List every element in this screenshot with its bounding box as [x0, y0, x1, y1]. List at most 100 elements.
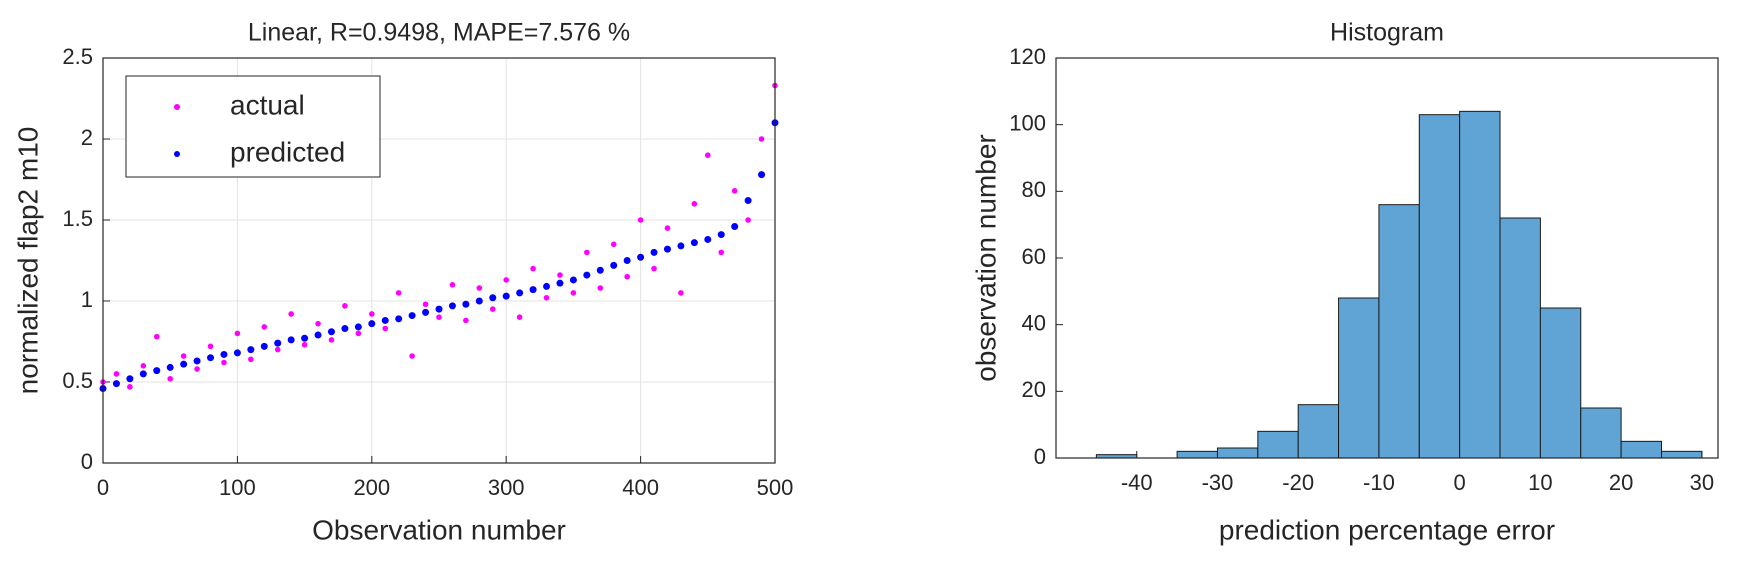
point [436, 314, 442, 321]
bar [1580, 407, 1622, 459]
point [167, 375, 173, 382]
point [556, 279, 564, 287]
chart-title: Linear, R=0.9498, MAPE=7.576 % [248, 19, 630, 47]
point [677, 242, 685, 250]
point [342, 303, 348, 309]
y-tick-label: 120 [1009, 44, 1046, 69]
point [422, 308, 430, 316]
point [731, 222, 739, 230]
point [153, 333, 160, 340]
x-tick-label: 0 [97, 475, 109, 500]
series-0 [100, 82, 778, 390]
point [718, 249, 725, 256]
point [260, 342, 268, 350]
point [112, 380, 120, 388]
point [543, 282, 551, 290]
point [705, 152, 711, 158]
point [758, 136, 765, 142]
legend-marker [174, 104, 180, 110]
point [449, 282, 456, 288]
point [422, 301, 429, 308]
point [623, 257, 631, 264]
point [502, 292, 510, 300]
point [153, 367, 161, 375]
point [139, 370, 147, 378]
point [126, 375, 134, 383]
point [301, 334, 309, 342]
point [369, 311, 375, 317]
x-tick-label: 10 [1528, 470, 1552, 495]
point [234, 330, 241, 337]
legend-label: actual [230, 89, 305, 120]
x-tick-label: 20 [1609, 470, 1633, 495]
bar [1338, 297, 1380, 459]
point [583, 271, 591, 279]
point [113, 371, 120, 377]
y-tick-label: 80 [1022, 177, 1046, 202]
bar [1378, 204, 1420, 459]
point [744, 197, 752, 205]
point [529, 286, 537, 294]
point [663, 245, 671, 253]
point [274, 346, 281, 353]
point [503, 277, 510, 283]
point [651, 265, 657, 272]
point [221, 359, 227, 366]
point [543, 294, 550, 301]
point [664, 225, 671, 231]
point [569, 276, 577, 284]
legend-label: predicted [230, 136, 345, 167]
point [341, 325, 349, 333]
point [530, 265, 536, 272]
x-tick-label: 300 [488, 475, 525, 500]
y-tick-label: 2.5 [62, 44, 93, 69]
point [448, 302, 456, 310]
point [475, 297, 483, 305]
point [127, 384, 133, 390]
y-tick-label: 1 [81, 287, 93, 312]
bar [1620, 440, 1662, 459]
bar [1660, 450, 1703, 459]
point [180, 360, 188, 368]
point [731, 188, 738, 194]
point [381, 316, 389, 324]
bar [1257, 430, 1299, 459]
x-tick-label: -10 [1363, 470, 1395, 495]
legend-box [125, 75, 381, 178]
x-tick-label: -40 [1121, 470, 1153, 495]
point [650, 248, 658, 256]
point [557, 272, 563, 278]
point [287, 336, 295, 344]
x-tick-label: 500 [757, 475, 794, 500]
bar [1297, 404, 1340, 459]
x-tick-label: 400 [622, 475, 659, 500]
point [220, 350, 228, 358]
point [597, 285, 604, 291]
point [678, 290, 684, 296]
point [704, 235, 712, 243]
point [489, 294, 497, 302]
point [463, 317, 469, 324]
point [327, 328, 335, 336]
point [570, 290, 577, 296]
point [354, 323, 362, 331]
point [274, 339, 282, 347]
y-tick-label: 60 [1022, 244, 1046, 269]
point [637, 217, 644, 223]
point [610, 241, 617, 248]
y-axis-label: normalized flap2 m10 [12, 127, 43, 395]
series-1 [99, 119, 779, 392]
point [193, 357, 201, 365]
point [194, 366, 200, 372]
point [516, 289, 524, 297]
axes-frame [102, 57, 776, 464]
y-tick-label: 20 [1022, 377, 1046, 402]
legend-marker [174, 151, 180, 157]
point [207, 343, 214, 350]
point [409, 353, 415, 359]
point [637, 253, 645, 261]
point [624, 273, 630, 280]
point [328, 337, 335, 343]
point [584, 249, 590, 256]
